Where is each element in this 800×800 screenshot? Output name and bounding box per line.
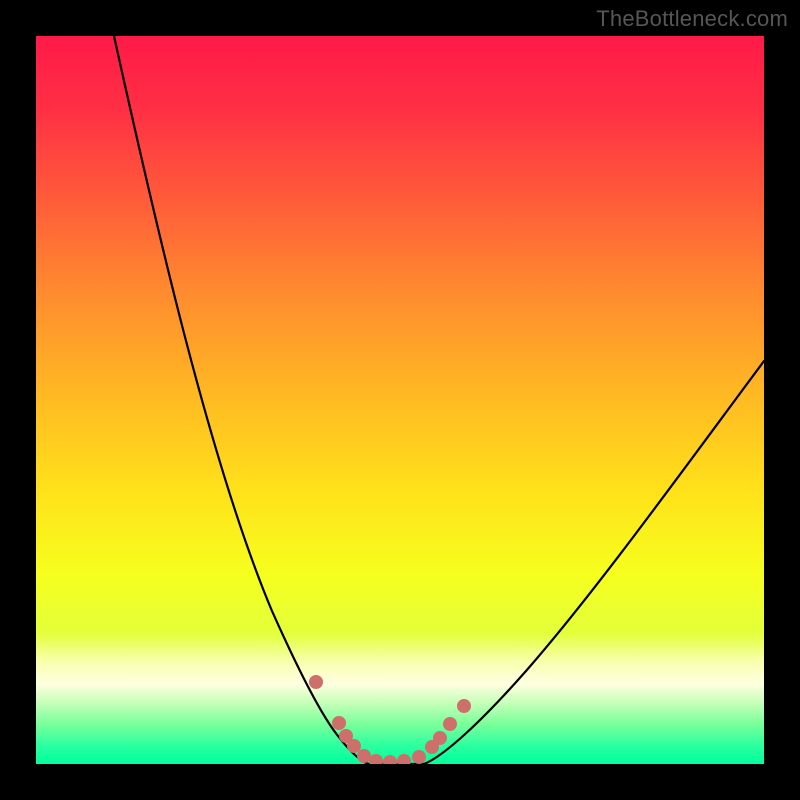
curve-marker xyxy=(332,716,346,730)
curve-marker xyxy=(357,749,371,763)
bottleneck-curve-overlay xyxy=(36,36,764,764)
curve-marker xyxy=(383,755,397,764)
v-curve xyxy=(114,36,764,764)
curve-marker xyxy=(457,699,471,713)
watermark-text: TheBottleneck.com xyxy=(596,6,788,32)
curve-marker xyxy=(309,675,323,689)
curve-marker xyxy=(397,754,411,764)
curve-marker xyxy=(369,754,383,764)
curve-marker xyxy=(433,731,447,745)
curve-marker xyxy=(443,717,457,731)
chart-container: TheBottleneck.com xyxy=(0,0,800,800)
curve-marker xyxy=(412,750,426,764)
plot-area xyxy=(36,36,764,764)
curve-marker xyxy=(347,739,361,753)
